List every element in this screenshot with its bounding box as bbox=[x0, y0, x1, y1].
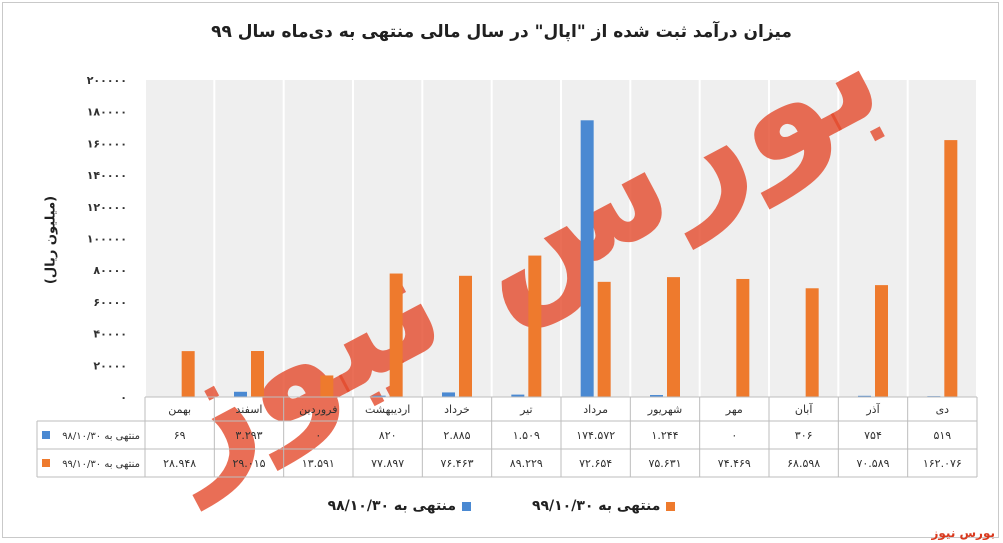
table-value-label: ۳.۲۹۳ bbox=[235, 429, 262, 442]
table-value-label: ۸۹.۲۲۹ bbox=[510, 457, 543, 470]
y-tick-label: ۱۶۰۰۰۰ bbox=[87, 137, 127, 150]
y-tick-label: ۲۰۰۰۰ bbox=[93, 359, 127, 372]
x-category-label: خرداد bbox=[444, 403, 470, 416]
table-value-label: ۷۲.۶۵۴ bbox=[579, 457, 612, 470]
table-value-label: ۱۳.۵۹۱ bbox=[302, 457, 335, 470]
table-value-label: ۱۶۲.۰۷۶ bbox=[923, 457, 962, 470]
legend-label-series-1: منتهی به ۹۸/۱۰/۳۰ bbox=[327, 498, 457, 514]
y-tick-label: ۱۸۰۰۰۰ bbox=[87, 106, 127, 119]
table-value-label: ۰ bbox=[315, 429, 321, 442]
table-value-label: ۷۵.۶۳۱ bbox=[648, 457, 681, 470]
x-category-label: آبان bbox=[795, 402, 813, 416]
x-category-label: آذر bbox=[865, 402, 880, 416]
table-value-label: ۲۹.۰۱۵ bbox=[232, 457, 265, 470]
legend: منتهی به ۹۸/۱۰/۳۰ منتهی به ۹۹/۱۰/۳۰ bbox=[0, 498, 1003, 514]
x-category-label: مرداد bbox=[583, 403, 608, 416]
y-tick-label: ۸۰۰۰۰ bbox=[93, 264, 127, 277]
bar-series-1-7 bbox=[650, 395, 663, 397]
bar-series-1-6 bbox=[580, 120, 594, 398]
bar-series-2-0 bbox=[181, 351, 195, 397]
table-value-label: ۶۸.۵۹۸ bbox=[787, 457, 820, 470]
bar-series-2-2 bbox=[320, 375, 334, 397]
bar-series-2-7 bbox=[667, 277, 680, 397]
x-category-label: دی bbox=[936, 403, 950, 416]
x-category-label: تیر bbox=[519, 403, 532, 416]
bar-series-1-3 bbox=[372, 395, 386, 397]
x-category-label: مهر bbox=[725, 403, 743, 416]
table-series-label-2: منتهی به ۹۹/۱۰/۳۰ bbox=[62, 459, 140, 470]
x-category-label: اردیبهشت bbox=[365, 403, 410, 416]
table-series-label-1: منتهی به ۹۸/۱۰/۳۰ bbox=[62, 431, 140, 442]
bar-series-2-1 bbox=[251, 351, 264, 397]
table-value-label: ۵۱۹ bbox=[933, 429, 951, 442]
table-value-label: ۷۶.۴۶۳ bbox=[440, 457, 473, 470]
bar-series-2-4 bbox=[459, 275, 472, 397]
table-value-label: ۷۰.۵۸۹ bbox=[856, 457, 889, 470]
y-tick-label: ۱۰۰۰۰۰ bbox=[87, 233, 127, 246]
brand-logo-text: بورس نیوز bbox=[931, 526, 995, 540]
bar-series-2-9 bbox=[805, 288, 819, 397]
y-tick-label: ۲۰۰۰۰۰ bbox=[87, 74, 127, 87]
legend-item-series-1: منتهی به ۹۸/۱۰/۳۰ bbox=[328, 498, 472, 514]
table-value-label: ۲۸.۹۴۸ bbox=[163, 457, 196, 470]
y-tick-label: ۱۲۰۰۰۰ bbox=[87, 201, 127, 214]
bar-series-1-4 bbox=[442, 392, 455, 397]
table-value-label: ۶۹ bbox=[174, 429, 186, 442]
table-value-label: ۷۵۴ bbox=[864, 429, 882, 442]
y-tick-label: ۱۴۰۰۰۰ bbox=[87, 169, 127, 182]
table-value-label: ۲.۸۸۵ bbox=[443, 429, 470, 442]
bar-series-2-6 bbox=[597, 281, 611, 397]
x-category-label: شهریور bbox=[647, 403, 682, 416]
table-value-label: ۷۴.۴۶۹ bbox=[718, 457, 751, 470]
table-value-label: ۷۷.۸۹۷ bbox=[371, 457, 404, 470]
x-category-label: فروردین bbox=[299, 403, 337, 416]
table-value-label: ۱.۲۴۴ bbox=[651, 429, 678, 442]
x-category-label: اسفند bbox=[236, 403, 263, 416]
legend-swatch-series-1 bbox=[462, 501, 472, 511]
chart-title: میزان درآمد ثبت شده از "اپال" در سال مال… bbox=[211, 22, 792, 42]
table-value-label: ۱۷۴.۵۷۲ bbox=[576, 429, 615, 442]
bar-series-2-5 bbox=[528, 255, 542, 397]
legend-swatch-series-2 bbox=[666, 501, 676, 511]
table-series-swatch-2 bbox=[42, 459, 50, 467]
table-value-label: ۳۰۶ bbox=[795, 429, 813, 442]
legend-label-series-2: منتهی به ۹۹/۱۰/۳۰ bbox=[531, 498, 661, 514]
table-value-label: ۰ bbox=[731, 429, 737, 442]
bar-series-1-5 bbox=[511, 394, 525, 397]
table-series-swatch-1 bbox=[42, 431, 50, 439]
bar-series-1-10 bbox=[858, 395, 871, 397]
bar-series-2-11 bbox=[944, 140, 958, 397]
bar-series-2-8 bbox=[736, 278, 750, 397]
y-tick-label: ۶۰۰۰۰ bbox=[93, 296, 127, 309]
y-tick-label: ۴۰۰۰۰ bbox=[93, 328, 127, 341]
bar-series-2-3 bbox=[389, 273, 403, 397]
bar-series-1-1 bbox=[234, 391, 247, 397]
table-value-label: ۱.۵۰۹ bbox=[513, 429, 540, 442]
legend-item-series-2: منتهی به ۹۹/۱۰/۳۰ bbox=[532, 498, 676, 514]
bar-series-2-10 bbox=[875, 285, 888, 397]
y-tick-label: ۰ bbox=[120, 391, 127, 404]
x-category-label: بهمن bbox=[168, 403, 191, 416]
table-value-label: ۸۲۰ bbox=[379, 429, 397, 442]
